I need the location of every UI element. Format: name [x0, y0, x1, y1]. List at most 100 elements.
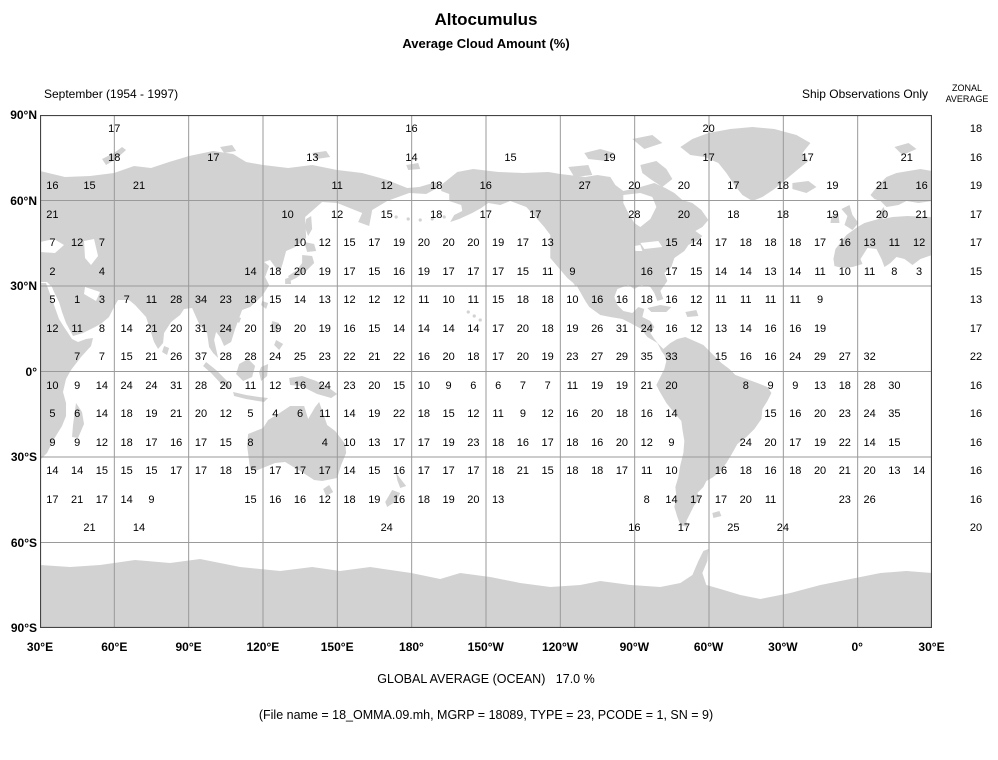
grid-cell-value: 7: [98, 237, 105, 250]
grid-cell-value: 20: [442, 237, 455, 250]
grid-cell-value: 16: [615, 294, 629, 307]
grid-cell-value: 21: [83, 522, 96, 535]
grid-cell-value: 14: [665, 493, 678, 506]
grid-cell-value: 17: [467, 465, 480, 478]
grid-cell-value: 13: [492, 493, 505, 506]
grid-cell-value: 17: [343, 265, 356, 278]
grid-cell-value: 18: [219, 465, 232, 478]
grid-cell-value: 15: [244, 493, 257, 506]
grid-cell-value: 16: [838, 237, 851, 250]
grid-cell-value: 15: [343, 237, 356, 250]
grid-cell-value: 9: [519, 408, 526, 421]
grid-cell-value: 9: [792, 379, 799, 392]
grid-cell-value: 18: [764, 237, 777, 250]
grid-cell-value: 11: [492, 408, 504, 421]
zonal-average-value: 16: [969, 151, 983, 164]
grid-cell-value: 14: [293, 294, 307, 307]
grid-cell-value: 24: [219, 322, 232, 335]
grid-cell-value: 14: [95, 379, 109, 392]
grid-cell-value: 13: [306, 151, 319, 164]
grid-cell-value: 11: [764, 294, 777, 307]
grid-cell-value: 22: [343, 351, 356, 364]
grid-cell-value: 15: [516, 265, 530, 278]
grid-cell-value: 13: [714, 322, 728, 335]
grid-cell-value: 16: [628, 522, 641, 535]
grid-cell-value: 24: [145, 379, 158, 392]
grid-cell-value: 23: [318, 351, 331, 364]
grid-cell-value: 9: [445, 379, 452, 392]
grid-cell-value: 20: [244, 322, 257, 335]
grid-cell-value: 17: [368, 237, 381, 250]
grid-cell-value: 8: [643, 493, 650, 506]
grid-cell-value: 19: [591, 379, 604, 392]
grid-cell-value: 15: [219, 436, 232, 449]
grid-cell-value: 21: [145, 351, 158, 364]
grid-cell-value: 5: [49, 294, 56, 307]
world-map: [40, 115, 932, 628]
grid-cell-value: 17: [442, 465, 455, 478]
zonal-average-value: 16: [969, 436, 983, 449]
grid-cell-value: 15: [888, 436, 901, 449]
grid-cell-value: 22: [392, 351, 406, 364]
grid-cell-value: 17: [145, 436, 158, 449]
grid-cell-value: 16: [417, 351, 430, 364]
grid-cell-value: 17: [269, 465, 282, 478]
grid-cell-value: 21: [368, 351, 381, 364]
zonal-average-value: 15: [969, 265, 983, 278]
grid-cell-value: 16: [591, 436, 604, 449]
grid-cell-value: 19: [368, 493, 381, 506]
grid-cell-value: 15: [442, 408, 455, 421]
grid-cell-value: 16: [764, 351, 777, 364]
grid-cell-value: 18: [343, 493, 356, 506]
grid-cell-value: 14: [442, 322, 455, 335]
grid-cell-value: 11: [566, 379, 579, 392]
grid-cell-value: 17: [293, 465, 307, 478]
grid-cell-value: 12: [318, 237, 331, 250]
grid-cell-value: 16: [739, 351, 752, 364]
zonal-header-line2: AVERAGE: [945, 94, 989, 104]
grid-cell-value: 15: [368, 322, 381, 335]
grid-cell-value: 23: [838, 493, 851, 506]
zonal-average-value: 16: [969, 379, 983, 392]
grid-cell-value: 14: [343, 408, 356, 421]
zonal-average-value: 16: [969, 465, 983, 478]
grid-cell-value: 7: [74, 351, 81, 364]
grid-cell-value: 9: [817, 294, 824, 307]
grid-cell-value: 16: [516, 436, 530, 449]
grid-cell-value: 24: [380, 522, 393, 535]
grid-cell-value: 17: [789, 436, 802, 449]
grid-cell-value: 18: [541, 322, 554, 335]
grid-cell-value: 11: [814, 265, 826, 278]
chart-title: Altocumulus: [434, 10, 538, 29]
grid-cell-value: 16: [343, 322, 356, 335]
grid-cell-value: 8: [742, 379, 749, 392]
grid-cell-value: 20: [293, 322, 307, 335]
grid-cell-value: 18: [591, 465, 604, 478]
zonal-average-value: 22: [969, 351, 983, 364]
grid-cell-value: 15: [764, 408, 777, 421]
grid-cell-value: 10: [281, 208, 294, 221]
grid-cell-value: 20: [739, 493, 752, 506]
grid-cell-value: 9: [569, 265, 576, 278]
grid-cell-value: 9: [74, 436, 81, 449]
grid-cell-value: 20: [467, 237, 480, 250]
grid-cell-value: 31: [615, 322, 629, 335]
grid-cell-value: 28: [170, 294, 183, 307]
grid-cell-value: 21: [875, 180, 889, 193]
grid-cell-value: 17: [392, 436, 406, 449]
grid-cell-value: 4: [321, 436, 328, 449]
grid-cell-value: 14: [417, 322, 430, 335]
grid-cell-value: 14: [714, 265, 728, 278]
grid-cell-value: 4: [272, 408, 279, 421]
grid-cell-value: 11: [764, 493, 777, 506]
grid-cell-value: 7: [98, 351, 105, 364]
grid-cell-value: 14: [343, 465, 356, 478]
grid-cell-value: 14: [405, 151, 418, 164]
latitude-tick-label: 0°: [25, 364, 37, 379]
grid-cell-value: 11: [71, 322, 83, 335]
grid-cell-value: 25: [293, 351, 307, 364]
grid-cell-value: 17: [170, 465, 183, 478]
zonal-average-value: 19: [969, 180, 983, 193]
grid-cell-value: 20: [170, 322, 183, 335]
grid-cell-value: 6: [470, 379, 477, 392]
